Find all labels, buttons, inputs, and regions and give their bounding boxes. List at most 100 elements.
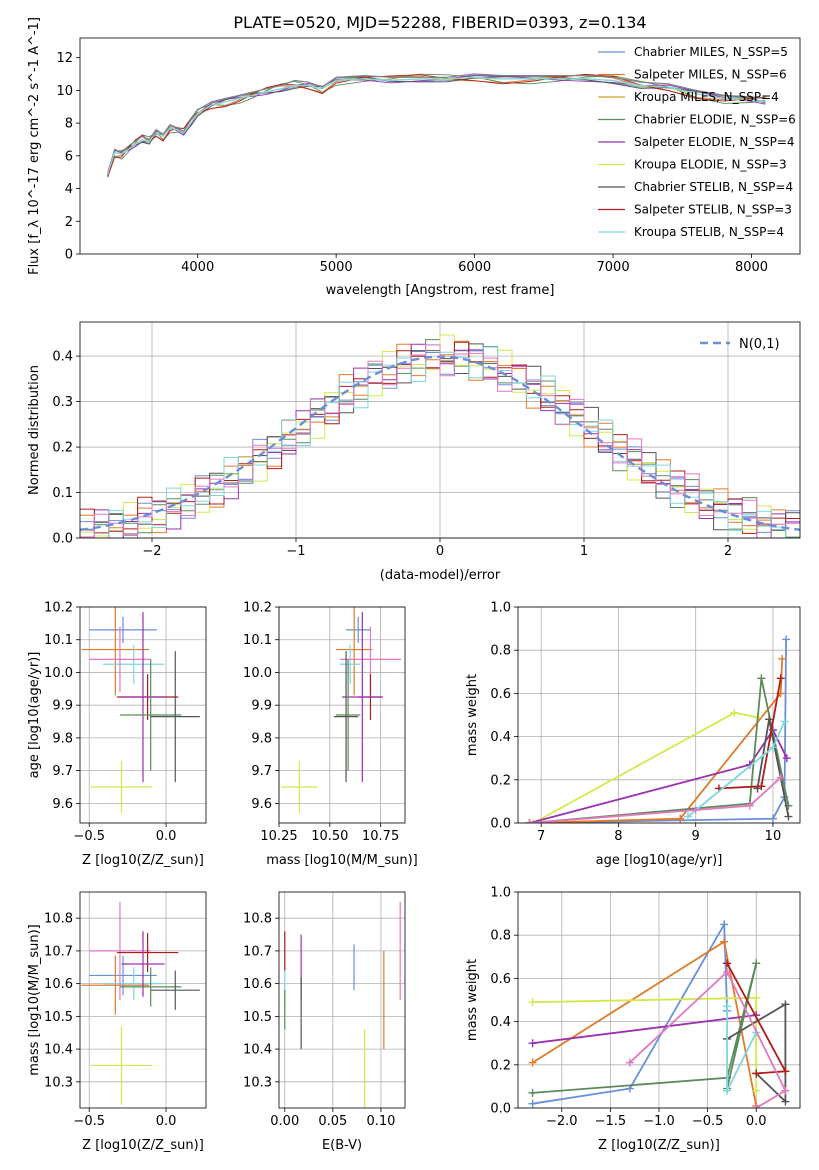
weight-z-x-tick-label: 0.0 bbox=[746, 1114, 767, 1129]
weight-z-y-tick-label: 0.2 bbox=[490, 1058, 511, 1073]
age-z-y-tick-label: 9.6 bbox=[52, 797, 73, 812]
weight-z-marker bbox=[781, 1000, 790, 1009]
age-mass-y-tick-label: 10.2 bbox=[243, 601, 272, 616]
weight-z-series-line bbox=[532, 1014, 757, 1045]
age-z-y-tick-label: 10.2 bbox=[44, 601, 73, 616]
spectrum-x-tick-label: 7000 bbox=[597, 260, 630, 275]
weight-age-y-axis-label: mass weight bbox=[465, 674, 480, 756]
age-mass-frame bbox=[278, 606, 406, 824]
weight-age-series-line bbox=[529, 776, 782, 823]
histogram-legend-label: N(0,1) bbox=[739, 337, 780, 352]
age-z-frame bbox=[79, 606, 207, 824]
age-z-y-axis-label: age [log10(age/yr)] bbox=[27, 652, 42, 779]
mass-z-x-tick-label: 0.0 bbox=[156, 1114, 177, 1129]
age-vs-mass-panel: 10.25 10.50 10.75 9.6 9.7 9.8 9.9 10.0 10.1 10.2 m… bbox=[243, 601, 418, 869]
spectrum-y-tick-label: 0 bbox=[65, 248, 73, 263]
spectrum-model-line bbox=[107, 73, 766, 178]
spectrum-legend-label: Chabrier ELODIE, N_SSP=6 bbox=[634, 113, 796, 127]
weight-z-marker bbox=[752, 959, 761, 968]
mass-z-y-axis-label: mass [log10(M/M_sun)] bbox=[27, 924, 42, 1076]
age-mass-y-tick-label: 10.0 bbox=[243, 666, 272, 681]
spectrum-panel: 4000 5000 6000 7000 8000 0 2 4 6 8 10 12 Chabrier MI… bbox=[27, 17, 801, 298]
weight-z-y-tick-label: 0.6 bbox=[490, 972, 511, 987]
spectrum-y-axis-label: Flux [f_λ 10^-17 erg cm^-2 s^-1 A^-1] bbox=[27, 17, 42, 275]
weight-z-series-line bbox=[532, 996, 758, 1091]
weight-age-y-tick-label: 0.6 bbox=[490, 687, 511, 702]
mass-z-y-tick-label: 10.8 bbox=[44, 912, 73, 927]
weight-age-lines bbox=[525, 635, 793, 823]
histogram-x-tick-label: 1 bbox=[580, 544, 588, 559]
age-mass-x-tick-label: 10.75 bbox=[362, 829, 399, 844]
weight-z-marker bbox=[723, 959, 732, 968]
weight-z-series-line bbox=[629, 970, 787, 1108]
age-z-x-axis-label: Z [log10(Z/Z_sun)] bbox=[82, 853, 204, 868]
mass-ebv-y-tick-label: 10.4 bbox=[243, 1043, 272, 1058]
weight-age-marker bbox=[757, 674, 766, 683]
weight-z-marker bbox=[781, 1097, 790, 1106]
weight-age-marker bbox=[782, 754, 791, 763]
weight-age-x-tick-label: 7 bbox=[537, 829, 545, 844]
age-mass-y-tick-label: 9.8 bbox=[251, 731, 272, 746]
weight-z-y-tick-label: 0.8 bbox=[490, 929, 511, 944]
weight-z-series-line bbox=[532, 921, 728, 1105]
age-mass-y-tick-label: 9.9 bbox=[251, 699, 272, 714]
mass-z-y-tick-label: 10.4 bbox=[44, 1043, 73, 1058]
histogram-x-tick-label: −1 bbox=[286, 544, 305, 559]
mass-ebv-x-tick-label: 0.10 bbox=[366, 1114, 395, 1129]
mass-z-errorbars bbox=[81, 901, 200, 1105]
mass-ebv-y-tick-label: 10.3 bbox=[243, 1075, 272, 1090]
age-mass-y-tick-label: 9.6 bbox=[251, 797, 272, 812]
spectrum-y-tick-label: 10 bbox=[56, 84, 73, 99]
histogram-x-tick-label: 0 bbox=[436, 544, 444, 559]
mass-vs-metallicity-panel: −0.5 0.0 10.3 10.4 10.5 10.6 10.7 10.8 Z [log10(… bbox=[27, 891, 207, 1153]
age-z-x-tick-label: 0.0 bbox=[156, 829, 177, 844]
weight-z-marker bbox=[720, 937, 729, 946]
histogram-x-tick-label: −2 bbox=[142, 544, 161, 559]
weight-age-series-line bbox=[529, 728, 788, 823]
mass-ebv-x-tick-label: 0.00 bbox=[270, 1114, 299, 1129]
spectrum-y-tick-label: 12 bbox=[56, 51, 73, 66]
age-mass-x-tick-label: 10.25 bbox=[260, 829, 297, 844]
weight-age-marker bbox=[780, 717, 789, 726]
gaussian-reference-line bbox=[80, 355, 800, 531]
spectrum-legend-label: Chabrier STELIB, N_SSP=4 bbox=[634, 180, 793, 194]
age-mass-x-tick-label: 10.50 bbox=[311, 829, 348, 844]
weight-age-marker bbox=[782, 635, 791, 644]
weight-z-marker bbox=[723, 1086, 732, 1095]
weight-age-x-tick-label: 9 bbox=[692, 829, 700, 844]
age-mass-y-tick-label: 9.7 bbox=[251, 764, 272, 779]
figure-title: PLATE=0520, MJD=52288, FIBERID=0393, z=0… bbox=[233, 13, 646, 32]
mass-ebv-frame bbox=[278, 891, 406, 1109]
age-z-y-tick-label: 9.7 bbox=[52, 764, 73, 779]
weight-z-x-tick-label: −0.5 bbox=[692, 1114, 724, 1129]
weight-z-marker bbox=[528, 1058, 537, 1067]
weight-z-y-tick-label: 0.4 bbox=[490, 1015, 511, 1030]
weight-age-marker bbox=[768, 814, 777, 823]
spectrum-legend-label: Salpeter ELODIE, N_SSP=4 bbox=[634, 135, 795, 149]
age-z-y-tick-label: 9.8 bbox=[52, 731, 73, 746]
age-vs-metallicity-panel: −0.5 0.0 9.6 9.7 9.8 9.9 10.0 10.1 10.2 Z [log10(… bbox=[27, 601, 207, 868]
age-z-y-tick-label: 10.1 bbox=[44, 633, 73, 648]
mass-ebv-x-axis-label: E(B-V) bbox=[322, 1138, 362, 1153]
weight-age-marker bbox=[676, 814, 685, 823]
spectrum-data-line bbox=[107, 73, 766, 176]
weight-z-marker bbox=[625, 1058, 634, 1067]
spectrum-traces bbox=[107, 73, 766, 178]
histogram-step-line bbox=[80, 344, 800, 538]
weight-z-x-tick-label: −2.0 bbox=[546, 1114, 578, 1129]
spectrum-legend-label: Chabrier MILES, N_SSP=5 bbox=[634, 45, 788, 59]
weight-z-marker bbox=[781, 1067, 790, 1076]
weight-z-marker bbox=[752, 993, 761, 1002]
weight-age-marker bbox=[745, 801, 754, 810]
spectrum-x-tick-label: 8000 bbox=[735, 260, 768, 275]
weight-z-series-line bbox=[532, 940, 758, 1106]
mass-z-y-tick-label: 10.3 bbox=[44, 1075, 73, 1090]
weight-age-x-tick-label: 10 bbox=[765, 829, 782, 844]
spectrum-frame bbox=[79, 37, 801, 255]
age-mass-x-axis-label: mass [log10(M/M_sun)] bbox=[266, 853, 418, 868]
mass-vs-extinction-panel: 0.00 0.05 0.10 10.3 10.4 10.5 10.6 10.7 10.8 E(B-… bbox=[243, 891, 406, 1153]
histogram-steps bbox=[80, 334, 800, 538]
histogram-y-tick-label: 0.0 bbox=[52, 532, 73, 547]
spectrum-legend-label: Salpeter STELIB, N_SSP=3 bbox=[634, 203, 792, 217]
